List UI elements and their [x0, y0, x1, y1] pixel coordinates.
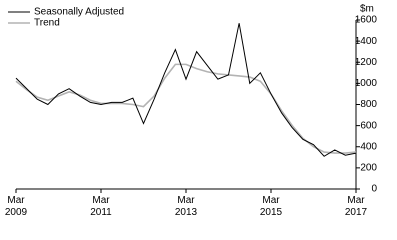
series-line: [15, 23, 357, 157]
chart-container: Seasonally Adjusted Trend $m 0 200 400 600 8…: [4, 4, 378, 218]
x-tick-label: Mar 2011: [90, 195, 112, 218]
y-tick-label: 1000: [355, 78, 378, 89]
y-tick-label: 600: [360, 120, 377, 131]
legend-label: Trend: [34, 18, 60, 29]
y-tick-label: 800: [360, 99, 377, 110]
y-tick-label: 200: [360, 163, 377, 174]
y-unit: $m: [360, 4, 374, 15]
x-tick-label: Mar 2017: [344, 195, 368, 218]
y-tick-label: 1400: [355, 36, 378, 47]
chart: Seasonally Adjusted Trend $m 0 200 400 600 8…: [8, 4, 378, 195]
y-tick-label: 1600: [355, 15, 378, 26]
x-tick-label: Mar 2013: [174, 195, 198, 218]
y-tick-label: 400: [360, 141, 377, 152]
y-tick-label: 1200: [355, 57, 378, 68]
series-line: [15, 63, 357, 154]
legend-label: Seasonally Adjusted: [34, 7, 124, 18]
x-tick-label: Mar 2009: [4, 195, 28, 218]
x-tick-label: Mar 2015: [259, 195, 283, 218]
y-tick-label: 0: [371, 184, 377, 195]
